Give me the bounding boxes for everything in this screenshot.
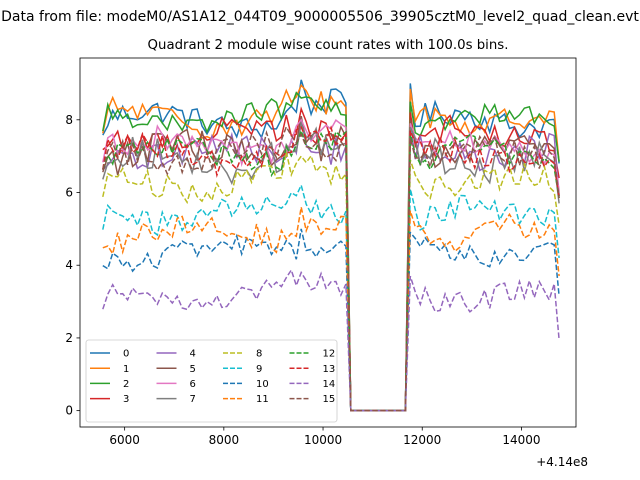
legend-label-10: 10 xyxy=(256,379,269,390)
series-line-13 xyxy=(102,125,560,412)
series-line-10 xyxy=(102,228,560,412)
y-tick-label: 4 xyxy=(65,258,73,272)
legend-label-8: 8 xyxy=(256,349,262,360)
legend-box xyxy=(85,339,338,423)
plot-area xyxy=(102,79,560,412)
legend-label-1: 1 xyxy=(123,364,129,375)
legend-label-12: 12 xyxy=(323,349,336,360)
axes-frame xyxy=(79,57,577,428)
y-tick-label: 2 xyxy=(65,331,73,345)
legend-label-9: 9 xyxy=(256,364,262,375)
series-line-1 xyxy=(102,83,560,412)
legend-label-11: 11 xyxy=(256,394,269,405)
legend-label-3: 3 xyxy=(123,394,129,405)
axes: 6000 8000 10000 12000 14000 0 2 4 6 8 xyxy=(65,57,577,447)
series-line-12 xyxy=(102,128,560,412)
series-line-4 xyxy=(102,119,560,412)
legend-label-6: 6 xyxy=(190,379,196,390)
series-line-14 xyxy=(102,268,560,412)
x-tick-label: 8000 xyxy=(209,433,240,447)
chart-suptitle: Data from file: modeM0/AS1A12_044T09_900… xyxy=(1,9,639,25)
x-tick-label: 10000 xyxy=(304,433,342,447)
y-tick-label: 6 xyxy=(65,186,73,200)
x-offset-label: +4.14e8 xyxy=(536,455,588,469)
x-tick-label: 6000 xyxy=(109,433,140,447)
legend-label-14: 14 xyxy=(323,379,336,390)
series-line-8 xyxy=(102,151,560,412)
legend-label-7: 7 xyxy=(190,394,196,405)
series-line-2 xyxy=(102,91,560,412)
x-tick-label: 12000 xyxy=(403,433,441,447)
legend-label-4: 4 xyxy=(190,349,196,360)
legend-label-2: 2 xyxy=(123,379,129,390)
series-line-15 xyxy=(102,125,560,412)
x-tick-label: 14000 xyxy=(502,433,540,447)
legend-label-13: 13 xyxy=(323,364,336,375)
legend-label-0: 0 xyxy=(123,349,129,360)
chart-title: Quadrant 2 module wise count rates with … xyxy=(148,38,509,53)
y-tick-label: 8 xyxy=(65,113,73,127)
series-line-9 xyxy=(102,183,560,412)
legend-label-15: 15 xyxy=(323,394,336,405)
y-tick-label: 0 xyxy=(65,404,73,418)
series-line-11 xyxy=(102,206,560,412)
legend-label-5: 5 xyxy=(190,364,196,375)
